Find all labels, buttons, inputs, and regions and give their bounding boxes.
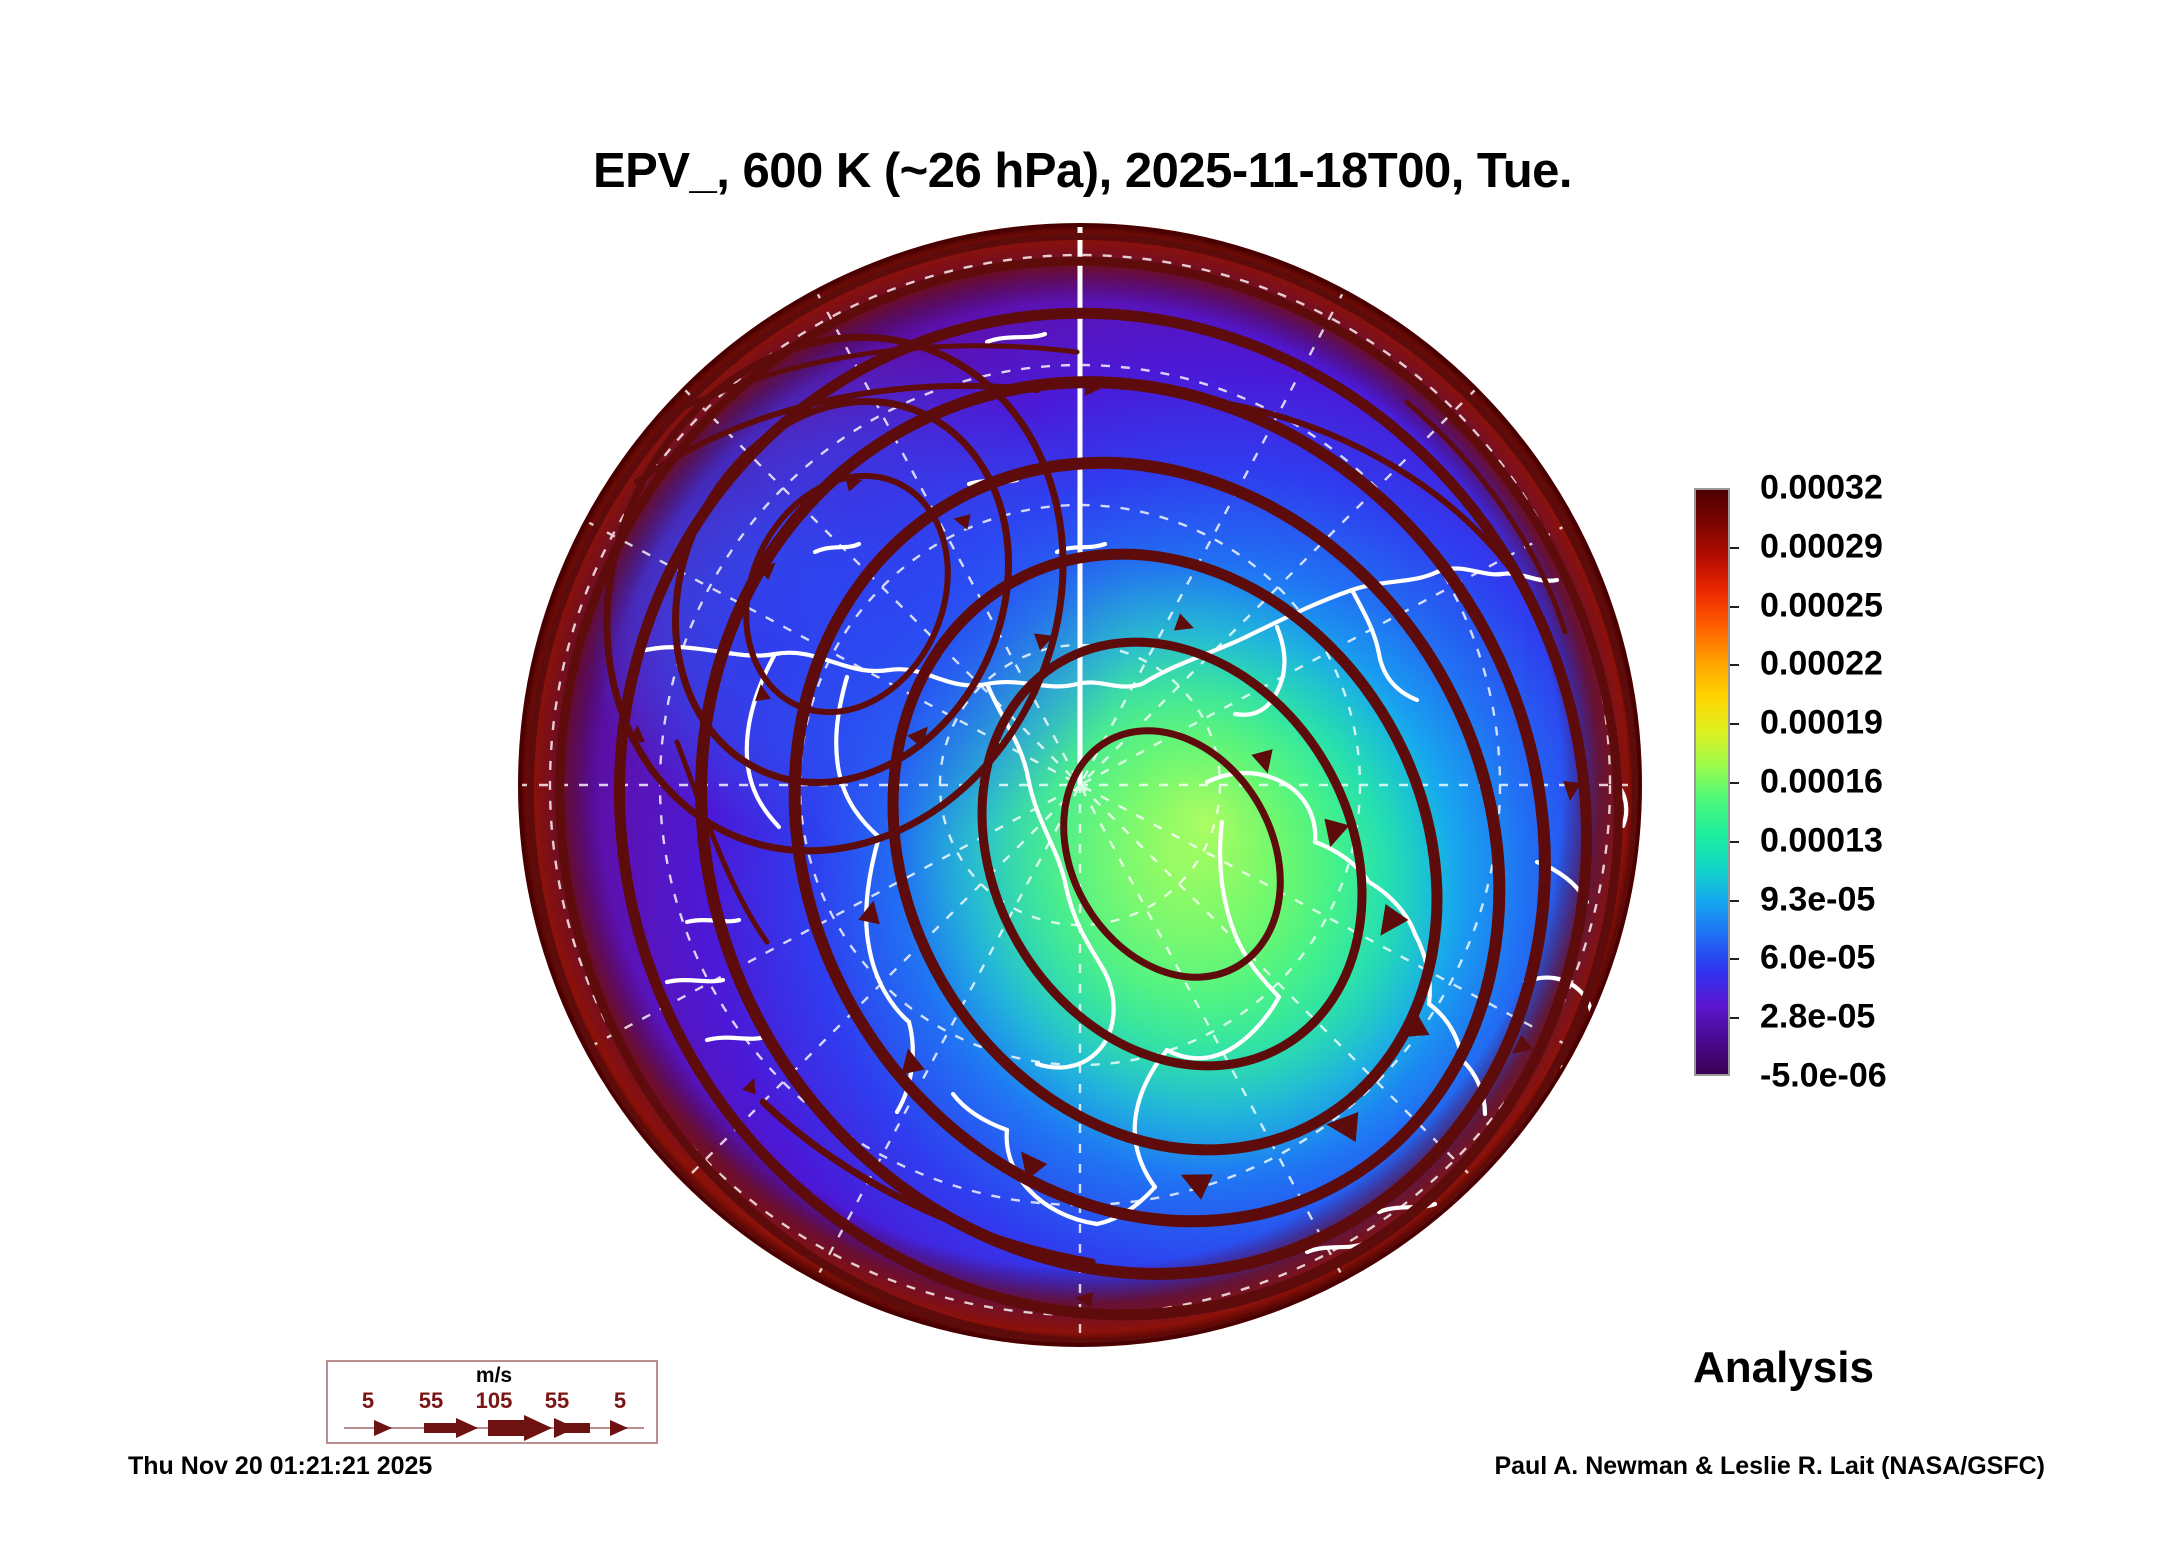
wind-legend-arrows: [328, 1414, 660, 1442]
wind-legend-value: 55: [544, 1388, 570, 1413]
colorbar-tick-label: -5.0e-06: [1760, 1056, 1887, 1095]
colorbar-tick-label: 0.00013: [1760, 821, 1883, 860]
colorbar-tick-label: 2.8e-05: [1760, 997, 1876, 1036]
generation-timestamp: Thu Nov 20 01:21:21 2025: [128, 1452, 433, 1480]
colorbar-tick-label: 0.00025: [1760, 586, 1883, 625]
wind-legend-value: 55: [418, 1388, 444, 1413]
colorbar-tick-label: 0.00029: [1760, 527, 1883, 566]
streamline-arrowheads: [629, 380, 1581, 1308]
map-outer-boundary: [518, 223, 1642, 1347]
colorbar-tick: [1730, 1017, 1739, 1020]
wind-legend-value: 105: [475, 1388, 513, 1413]
wind-legend-arrow-shapes: [374, 1415, 628, 1441]
wind-speed-legend: m/s 5 55 105 55 5: [326, 1360, 658, 1444]
colorbar-tick: [1730, 958, 1739, 961]
colorbar-tick: [1730, 664, 1739, 667]
colorbar-tick-label: 9.3e-05: [1760, 880, 1876, 919]
polar-stereographic-map: [517, 222, 1643, 1348]
colorbar-tick: [1730, 605, 1739, 608]
wind-legend-unit: m/s: [475, 1364, 513, 1387]
colorbar-tick-label: 0.00019: [1760, 703, 1883, 742]
colorbar-tick-label: 0.00032: [1760, 468, 1883, 507]
colorbar-tick: [1730, 840, 1739, 843]
colorbar-tick-label: 0.00022: [1760, 644, 1883, 683]
colorbar-tick: [1730, 723, 1739, 726]
page-title: EPV_, 600 K (~26 hPa), 2025-11-18T00, Tu…: [592, 144, 1573, 198]
colorbar-tick: [1730, 546, 1739, 549]
colorbar-tick: [1730, 899, 1739, 902]
wind-legend-value: 5: [613, 1388, 627, 1413]
author-credit: Paul A. Newman & Leslie R. Lait (NASA/GS…: [1494, 1452, 2045, 1480]
colorbar-tick-label: 0.00016: [1760, 762, 1883, 801]
colorbar-gradient: [1694, 488, 1730, 1076]
colorbar-tick-label: 6.0e-05: [1760, 938, 1876, 977]
colorbar: 0.00032 0.00029 0.00025 0.00022 0.00019 0.000…: [1694, 469, 2114, 1095]
wind-legend-value: 5: [361, 1388, 375, 1413]
colorbar-tick: [1730, 782, 1739, 784]
analysis-label: Analysis: [1693, 1343, 1874, 1392]
wind-streamlines: [526, 233, 1640, 1346]
